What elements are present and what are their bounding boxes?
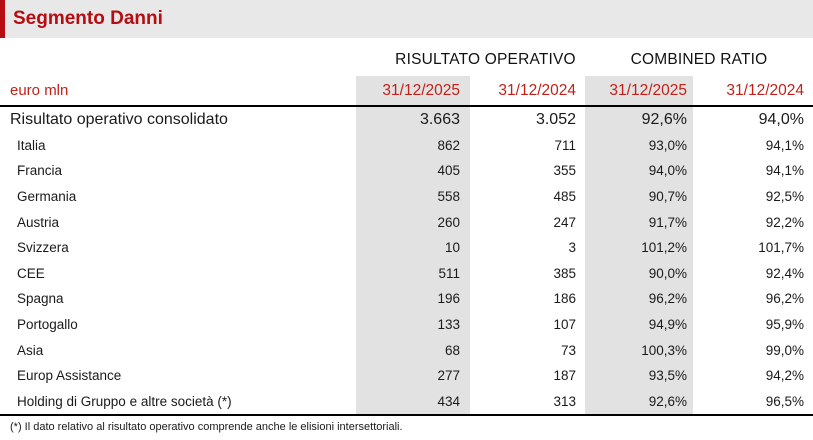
row-label: Portogallo (17, 317, 78, 333)
row-label: CEE (17, 265, 45, 281)
table-row: Asia 68 73 100,3% 99,0% (0, 337, 813, 363)
row-label: Spagna (17, 291, 64, 307)
cell-combined-ratio-2024: 96,2% (765, 291, 804, 307)
cell-risultato-operativo-2024: 186 (553, 291, 576, 307)
cell-combined-ratio-2025: 96,2% (585, 286, 693, 312)
table-row: Spagna 196 186 96,2% 96,2% (0, 286, 813, 312)
row-label: Austria (17, 214, 60, 230)
cell-combined-ratio-2025: 90,7% (585, 183, 693, 210)
cell-risultato-operativo-2025: 260 (356, 209, 470, 235)
table-row: CEE 511 385 90,0% 92,4% (0, 260, 813, 287)
section-header: Segmento Danni (0, 0, 813, 38)
cell-risultato-operativo-2025: 434 (356, 388, 470, 415)
cell-combined-ratio-2025: 94,9% (585, 311, 693, 338)
column-group-risultato-operativo: RISULTATO OPERATIVO (395, 51, 576, 68)
footnote: (*) Il dato relativo al risultato operat… (10, 421, 403, 434)
cell-risultato-operativo-2024: 711 (554, 137, 576, 153)
cell-combined-ratio-2025: 90,0% (585, 260, 693, 287)
cell-risultato-operativo-2024: 107 (553, 317, 576, 333)
red-accent-bar (0, 0, 5, 38)
cell-risultato-operativo-2025: 133 (356, 311, 470, 338)
cell-combined-ratio-2025: 92,6% (585, 107, 693, 133)
table-row: Austria 260 247 91,7% 92,2% (0, 209, 813, 235)
cell-risultato-operativo-2025: 405 (356, 158, 470, 184)
row-label: Risultato operativo consolidato (10, 110, 228, 128)
cell-risultato-operativo-2025: 10 (356, 234, 470, 261)
date-header-row: euro mln 31/12/2025 31/12/2024 31/12/202… (0, 76, 813, 107)
cell-risultato-operativo-2025: 862 (356, 132, 470, 159)
table-row: Germania 558 485 90,7% 92,5% (0, 183, 813, 210)
table-row: Italia 862 711 93,0% 94,1% (0, 132, 813, 159)
cell-risultato-operativo-2024: 3.052 (535, 110, 576, 128)
cell-risultato-operativo-2024: 385 (553, 265, 576, 281)
row-label: Europ Assistance (17, 368, 122, 384)
table-row: Holding di Gruppo e altre società (*) 43… (0, 388, 813, 415)
cell-risultato-operativo-2024: 485 (553, 189, 576, 205)
cell-combined-ratio-2024: 101,7% (758, 240, 804, 256)
cell-combined-ratio-2025: 93,0% (585, 132, 693, 159)
cell-combined-ratio-2025: 100,3% (585, 337, 693, 363)
column-group-combined-ratio: COMBINED RATIO (630, 51, 768, 68)
cell-combined-ratio-2025: 94,0% (585, 158, 693, 184)
results-table: RISULTATO OPERATIVO COMBINED RATIO euro … (0, 44, 813, 417)
cell-combined-ratio-2024: 96,5% (765, 393, 804, 409)
date-header-cr-2024: 31/12/2024 (726, 81, 804, 99)
cell-combined-ratio-2025: 91,7% (585, 209, 693, 235)
cell-combined-ratio-2024: 94,0% (758, 110, 804, 128)
cell-combined-ratio-2024: 92,2% (765, 214, 804, 230)
cell-risultato-operativo-2024: 247 (553, 214, 576, 230)
cell-risultato-operativo-2025: 558 (356, 183, 470, 210)
cell-risultato-operativo-2024: 313 (553, 393, 576, 409)
date-header-ro-2025: 31/12/2025 (356, 76, 470, 105)
row-label: Svizzera (17, 240, 69, 256)
cell-risultato-operativo-2024: 3 (568, 240, 576, 256)
cell-risultato-operativo-2025: 196 (356, 286, 470, 312)
table-row: Portogallo 133 107 94,9% 95,9% (0, 311, 813, 338)
cell-combined-ratio-2024: 94,1% (765, 163, 804, 179)
cell-combined-ratio-2024: 95,9% (765, 317, 804, 333)
table-row: Risultato operativo consolidato 3.663 3.… (0, 107, 813, 133)
date-header-cr-2025: 31/12/2025 (585, 76, 693, 105)
row-label: Holding di Gruppo e altre società (*) (17, 393, 232, 409)
column-group-header-row: RISULTATO OPERATIVO COMBINED RATIO (0, 44, 813, 76)
cell-risultato-operativo-2024: 73 (560, 342, 576, 358)
cell-risultato-operativo-2025: 511 (356, 260, 470, 287)
cell-combined-ratio-2024: 99,0% (765, 342, 804, 358)
row-label: Asia (17, 342, 44, 358)
cell-combined-ratio-2024: 92,4% (765, 265, 804, 281)
date-header-ro-2024: 31/12/2024 (498, 81, 576, 99)
row-label: Germania (17, 189, 77, 205)
cell-risultato-operativo-2025: 68 (356, 337, 470, 363)
table-row: Europ Assistance 277 187 93,5% 94,2% (0, 362, 813, 389)
cell-risultato-operativo-2025: 3.663 (356, 107, 470, 133)
table-row: Francia 405 355 94,0% 94,1% (0, 158, 813, 184)
cell-combined-ratio-2025: 93,5% (585, 362, 693, 389)
table-row: Svizzera 10 3 101,2% 101,7% (0, 234, 813, 261)
cell-combined-ratio-2024: 94,2% (765, 368, 804, 384)
table-body: Risultato operativo consolidato 3.663 3.… (0, 107, 813, 417)
unit-label: euro mln (10, 82, 69, 99)
cell-risultato-operativo-2024: 355 (553, 163, 576, 179)
cell-combined-ratio-2025: 92,6% (585, 388, 693, 415)
cell-risultato-operativo-2025: 277 (356, 362, 470, 389)
cell-combined-ratio-2024: 94,1% (765, 137, 804, 153)
row-label: Francia (17, 163, 63, 179)
cell-risultato-operativo-2024: 187 (553, 368, 576, 384)
cell-combined-ratio-2025: 101,2% (585, 234, 693, 261)
cell-combined-ratio-2024: 92,5% (765, 189, 804, 205)
page-title: Segmento Danni (13, 8, 163, 29)
row-label: Italia (17, 137, 46, 153)
